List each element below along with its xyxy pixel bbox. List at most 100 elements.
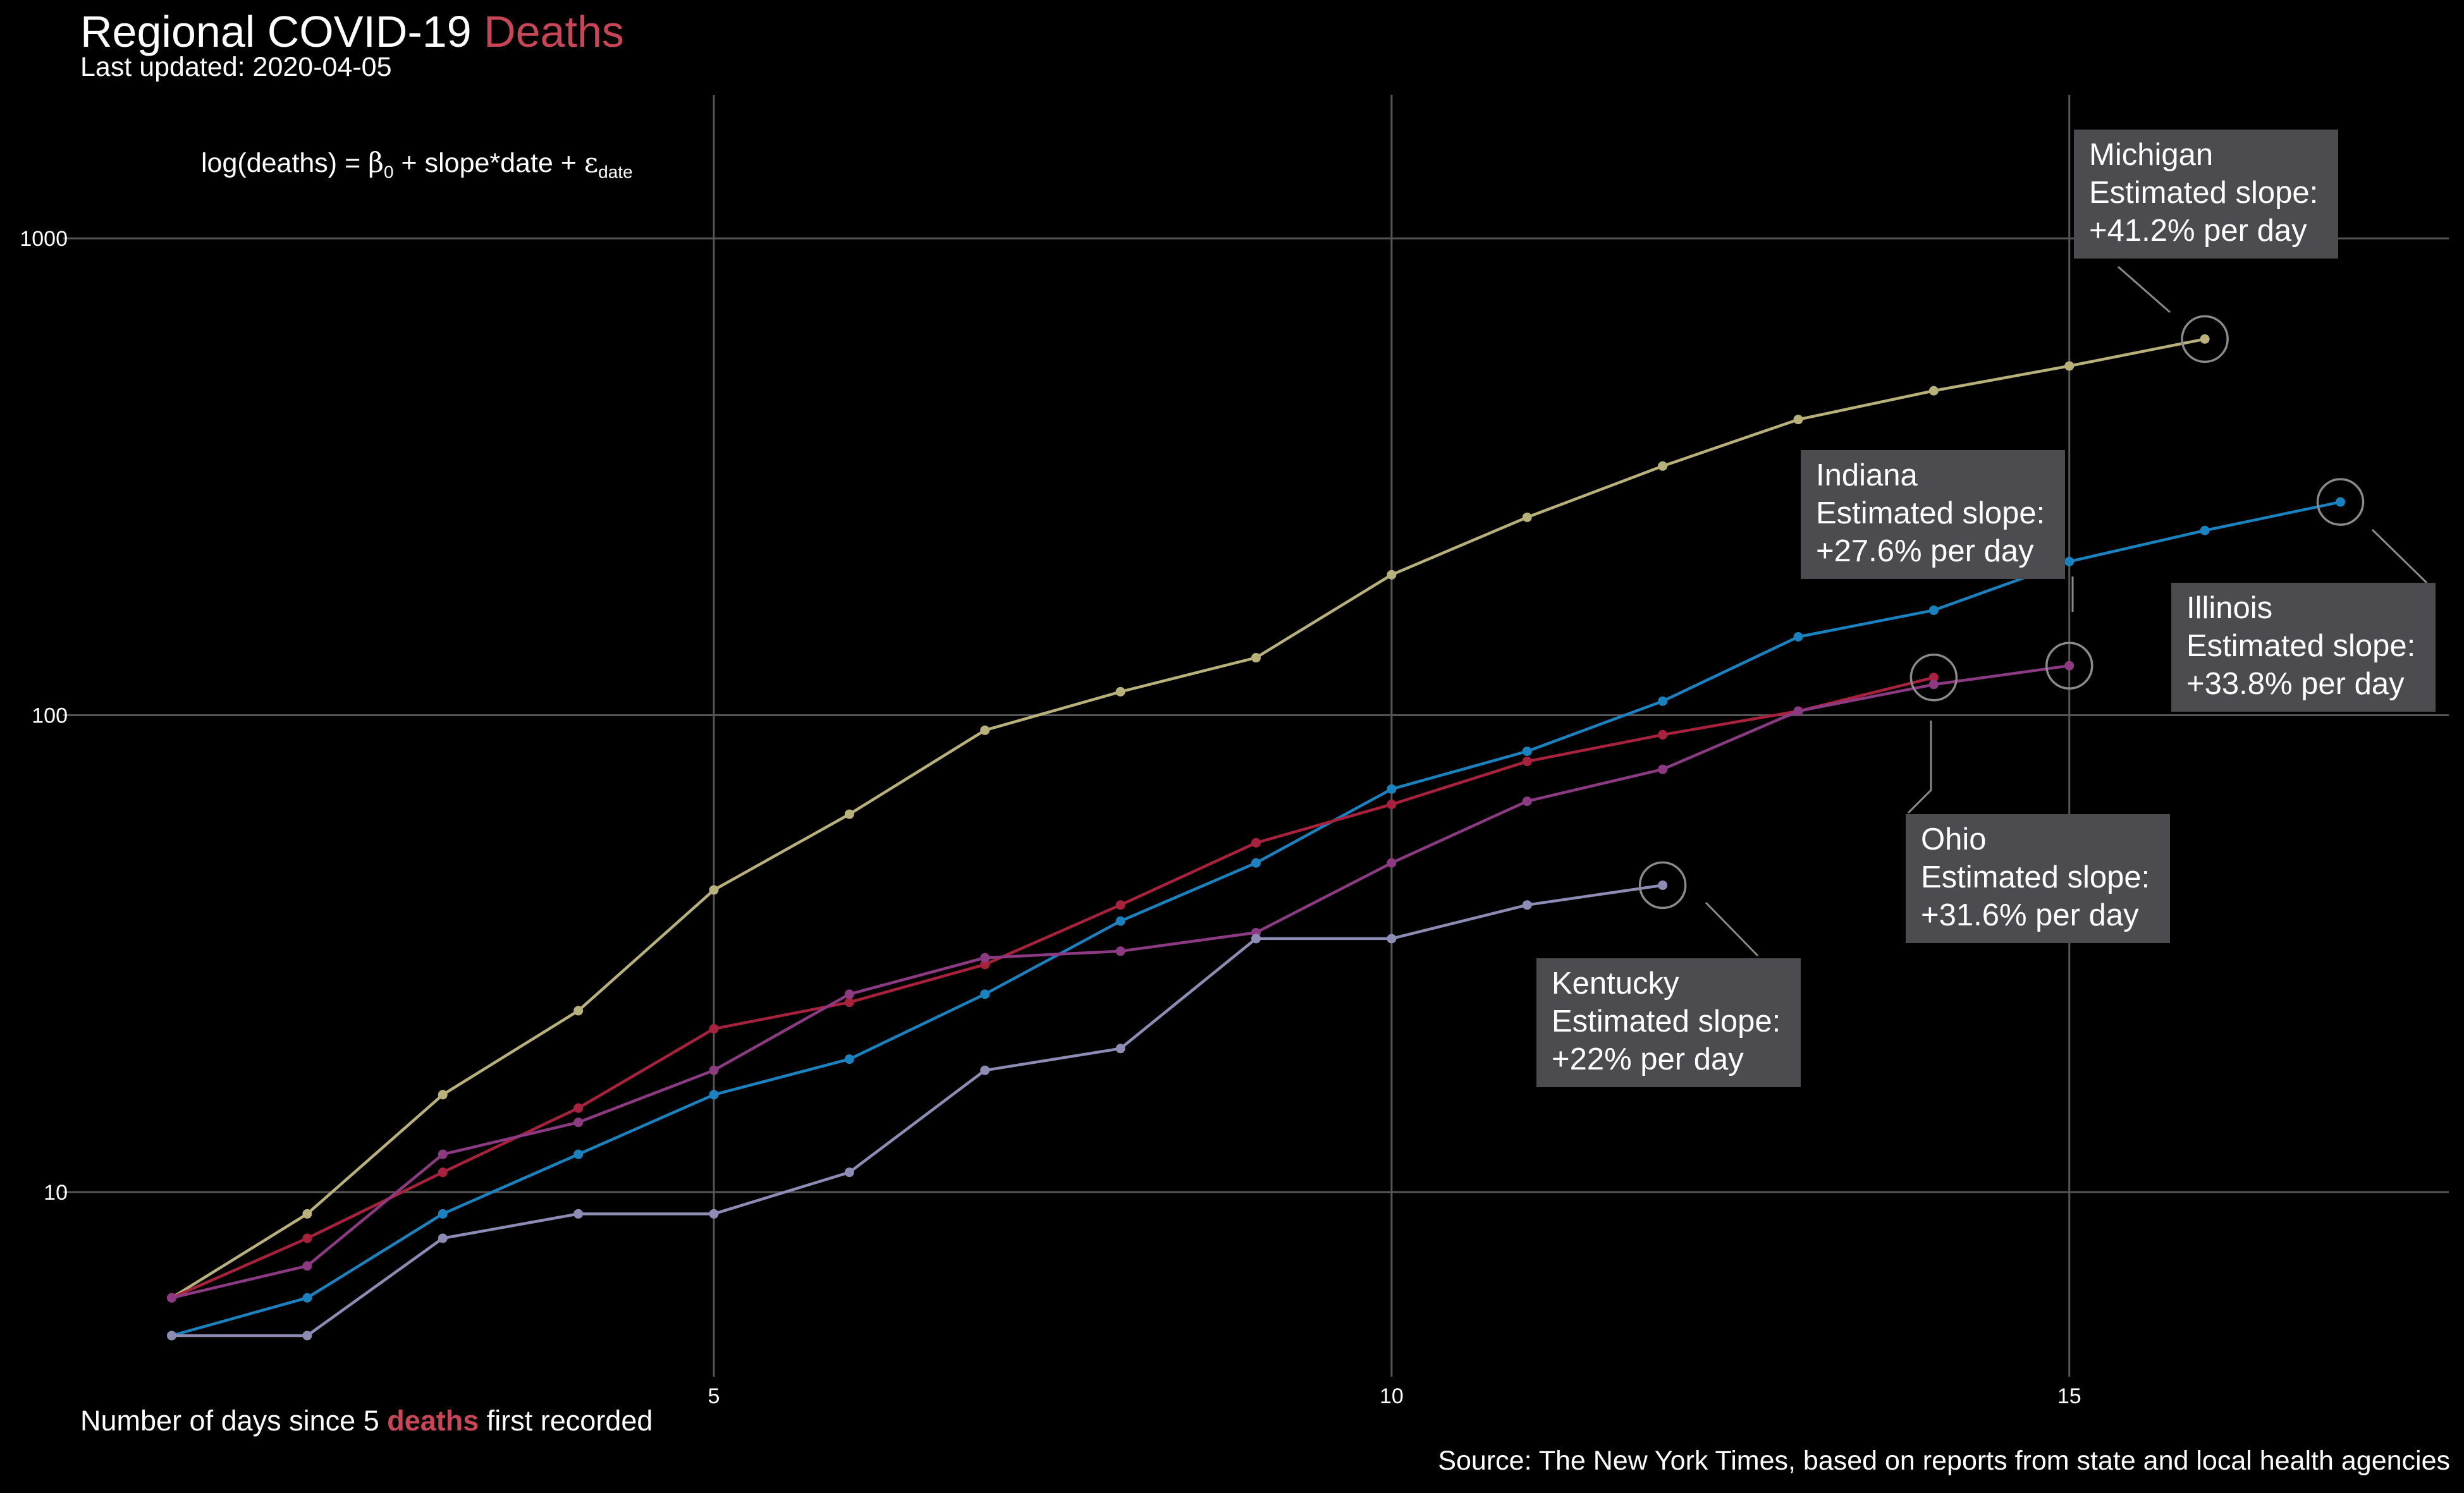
data-point-ohio: [980, 953, 990, 963]
data-point-ohio: [167, 1293, 176, 1303]
series-points: [167, 334, 2345, 1341]
label-kentucky-slope: +22% per day: [1552, 1042, 1744, 1076]
source-note: Source: The New York Times, based on rep…: [1438, 1446, 2450, 1476]
data-point-michigan: [1387, 570, 1397, 580]
formula-lhs: log(deaths): [201, 148, 338, 178]
series-line-michigan: [171, 338, 2205, 1300]
label-indiana: Indiana Estimated slope: +27.6% per day: [1801, 450, 2065, 579]
data-point-illinois: [302, 1293, 312, 1303]
label-illinois-slope: +33.8% per day: [2186, 667, 2405, 701]
data-point-ohio: [1793, 706, 1803, 716]
data-point-kentucky: [709, 1209, 719, 1219]
data-point-michigan: [709, 885, 719, 895]
data-point-illinois: [1115, 916, 1125, 926]
data-point-illinois: [844, 1054, 854, 1064]
label-michigan-slope: +41.2% per day: [2089, 214, 2307, 248]
data-point-michigan: [1522, 512, 1532, 522]
formula-beta-sub: 0: [384, 162, 394, 182]
label-leaders: [1705, 265, 2428, 957]
data-point-kentucky: [1251, 934, 1261, 944]
data-point-michigan: [980, 725, 990, 735]
data-point-michigan: [2064, 361, 2075, 371]
endpoint-ring-michigan: [2181, 315, 2229, 363]
x-caption-prefix: Number of days since 5: [80, 1405, 388, 1437]
data-point-indiana: [1251, 838, 1261, 848]
leader-line-0: [2118, 265, 2171, 314]
label-illinois-name: Illinois: [2186, 591, 2273, 625]
label-michigan-line2: Estimated slope:: [2089, 176, 2319, 210]
data-point-michigan: [1928, 386, 1939, 396]
label-kentucky-line2: Estimated slope:: [1552, 1004, 1781, 1039]
label-indiana-slope: +27.6% per day: [1816, 534, 2034, 568]
tick-labels: 5 10 15 10 100 1000: [20, 227, 2081, 1408]
data-point-kentucky: [302, 1331, 312, 1341]
data-point-ohio: [1522, 796, 1532, 807]
data-point-illinois: [1928, 605, 1939, 615]
formula-epsilon-sub: date: [598, 162, 633, 182]
leader-line-1: [2371, 528, 2428, 584]
data-point-illinois: [1522, 746, 1532, 757]
title-highlight: Deaths: [484, 7, 624, 56]
x-caption-suffix: first recorded: [479, 1405, 653, 1437]
data-point-illinois: [1251, 858, 1261, 868]
x-axis-caption: Number of days since 5 deaths first reco…: [80, 1403, 653, 1439]
data-point-kentucky: [573, 1209, 584, 1219]
data-point-michigan: [1115, 686, 1125, 697]
label-kentucky-name: Kentucky: [1552, 966, 1679, 1001]
data-point-kentucky: [438, 1233, 448, 1243]
data-point-illinois: [1387, 784, 1397, 794]
formula-plus-1: +: [393, 148, 425, 178]
data-point-michigan: [2200, 334, 2210, 344]
data-point-kentucky: [1115, 1044, 1125, 1054]
data-point-kentucky: [1387, 934, 1397, 944]
y-tick-label-100: 100: [32, 704, 68, 728]
data-point-illinois: [438, 1209, 448, 1219]
data-point-kentucky: [1522, 900, 1532, 910]
label-illinois: Illinois Estimated slope: +33.8% per day: [2171, 583, 2436, 712]
data-point-ohio: [1928, 679, 1939, 690]
label-indiana-name: Indiana: [1816, 458, 1918, 492]
data-point-illinois: [2336, 497, 2345, 507]
title-prefix: Regional COVID-19: [80, 7, 484, 56]
data-point-indiana: [1928, 673, 1939, 683]
label-michigan-name: Michigan: [2089, 138, 2214, 172]
data-point-michigan: [302, 1209, 312, 1219]
endpoint-ring-indiana: [1909, 654, 1958, 702]
data-point-kentucky: [1658, 880, 1668, 890]
label-kentucky: Kentucky Estimated slope: +22% per day: [1536, 958, 1801, 1087]
endpoint-rings: [1638, 315, 2365, 910]
data-point-michigan: [573, 1006, 584, 1016]
data-point-illinois: [2200, 525, 2210, 535]
data-point-michigan: [1251, 653, 1261, 663]
data-point-ohio: [709, 1065, 719, 1075]
data-point-ohio: [2064, 661, 2075, 671]
data-point-michigan: [1793, 415, 1803, 425]
data-point-indiana: [709, 1024, 719, 1034]
leader-line-3: [1907, 721, 1932, 814]
data-point-kentucky: [167, 1331, 176, 1341]
formula-slope-date: slope*date: [424, 148, 553, 178]
data-point-indiana: [1658, 729, 1668, 740]
label-michigan: Michigan Estimated slope: +41.2% per day: [2074, 130, 2338, 259]
data-point-indiana: [1115, 900, 1125, 910]
formula-epsilon: ε: [584, 147, 599, 179]
data-point-indiana: [1387, 800, 1397, 810]
x-tick-label-5: 5: [708, 1384, 720, 1408]
data-point-illinois: [980, 989, 990, 999]
grid-lines: [63, 95, 2449, 1377]
data-point-kentucky: [980, 1065, 990, 1075]
label-ohio-slope: +31.6% per day: [1921, 898, 2139, 932]
label-illinois-line2: Estimated slope:: [2186, 629, 2416, 663]
series-line-kentucky: [171, 884, 1663, 1338]
chart-title: Regional COVID-19 Deaths: [80, 4, 624, 59]
endpoint-ring-kentucky: [1638, 861, 1687, 910]
model-formula: log(deaths) = β0 + slope*date + εdate: [201, 144, 633, 192]
data-point-indiana: [438, 1167, 448, 1178]
label-indiana-line2: Estimated slope:: [1816, 496, 2045, 530]
data-point-indiana: [844, 997, 854, 1008]
data-point-indiana: [573, 1103, 584, 1113]
chart-subtitle: Last updated: 2020-04-05: [80, 52, 392, 82]
x-caption-highlight: deaths: [387, 1405, 479, 1437]
